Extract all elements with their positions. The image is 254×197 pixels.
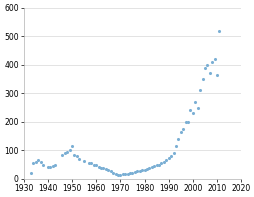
Point xyxy=(195,106,199,109)
Point xyxy=(108,169,112,173)
Point xyxy=(209,60,213,63)
Point xyxy=(161,160,165,164)
Point xyxy=(103,167,107,171)
Point xyxy=(82,160,86,163)
Point xyxy=(67,149,71,152)
Point xyxy=(185,120,189,124)
Point xyxy=(77,157,81,161)
Point xyxy=(62,152,67,155)
Point xyxy=(135,170,139,173)
Point xyxy=(137,169,141,173)
Point xyxy=(70,145,74,148)
Point xyxy=(139,169,144,172)
Point xyxy=(91,163,96,166)
Point xyxy=(128,172,132,175)
Point xyxy=(125,172,129,175)
Point xyxy=(89,162,93,165)
Point xyxy=(120,173,124,176)
Point xyxy=(106,168,110,171)
Point xyxy=(214,73,218,76)
Point xyxy=(217,29,221,32)
Point xyxy=(176,138,180,141)
Point xyxy=(166,156,170,159)
Point xyxy=(118,173,122,176)
Point xyxy=(115,173,119,176)
Point xyxy=(171,152,175,155)
Point xyxy=(101,167,105,170)
Point xyxy=(123,173,127,176)
Point xyxy=(110,171,115,174)
Point xyxy=(99,166,103,169)
Point xyxy=(190,112,194,115)
Point xyxy=(204,63,209,66)
Point xyxy=(94,164,98,167)
Point xyxy=(51,164,55,168)
Point xyxy=(183,120,187,124)
Point xyxy=(96,165,100,169)
Point xyxy=(31,162,35,165)
Point xyxy=(87,162,91,165)
Point xyxy=(147,166,151,169)
Point xyxy=(65,150,69,153)
Point xyxy=(173,145,177,148)
Point xyxy=(202,66,206,69)
Point xyxy=(193,100,197,103)
Point xyxy=(130,171,134,174)
Point xyxy=(36,159,40,162)
Point xyxy=(168,155,172,158)
Point xyxy=(159,162,163,165)
Point xyxy=(178,130,182,133)
Point xyxy=(29,172,33,175)
Point xyxy=(144,167,148,171)
Point xyxy=(207,72,211,75)
Point xyxy=(48,165,52,169)
Point xyxy=(152,164,156,168)
Point xyxy=(156,163,161,166)
Point xyxy=(180,127,184,131)
Point xyxy=(164,159,168,162)
Point xyxy=(113,172,117,175)
Point xyxy=(154,164,158,167)
Point xyxy=(53,163,57,166)
Point xyxy=(74,155,78,158)
Point xyxy=(200,77,204,81)
Point xyxy=(142,169,146,172)
Point xyxy=(60,153,64,156)
Point xyxy=(34,160,38,164)
Point xyxy=(132,171,136,174)
Point xyxy=(41,163,45,166)
Point xyxy=(197,89,201,92)
Point xyxy=(149,165,153,169)
Point xyxy=(212,58,216,61)
Point xyxy=(188,109,192,112)
Point xyxy=(38,160,42,164)
Point xyxy=(46,165,50,169)
Point xyxy=(72,153,76,156)
